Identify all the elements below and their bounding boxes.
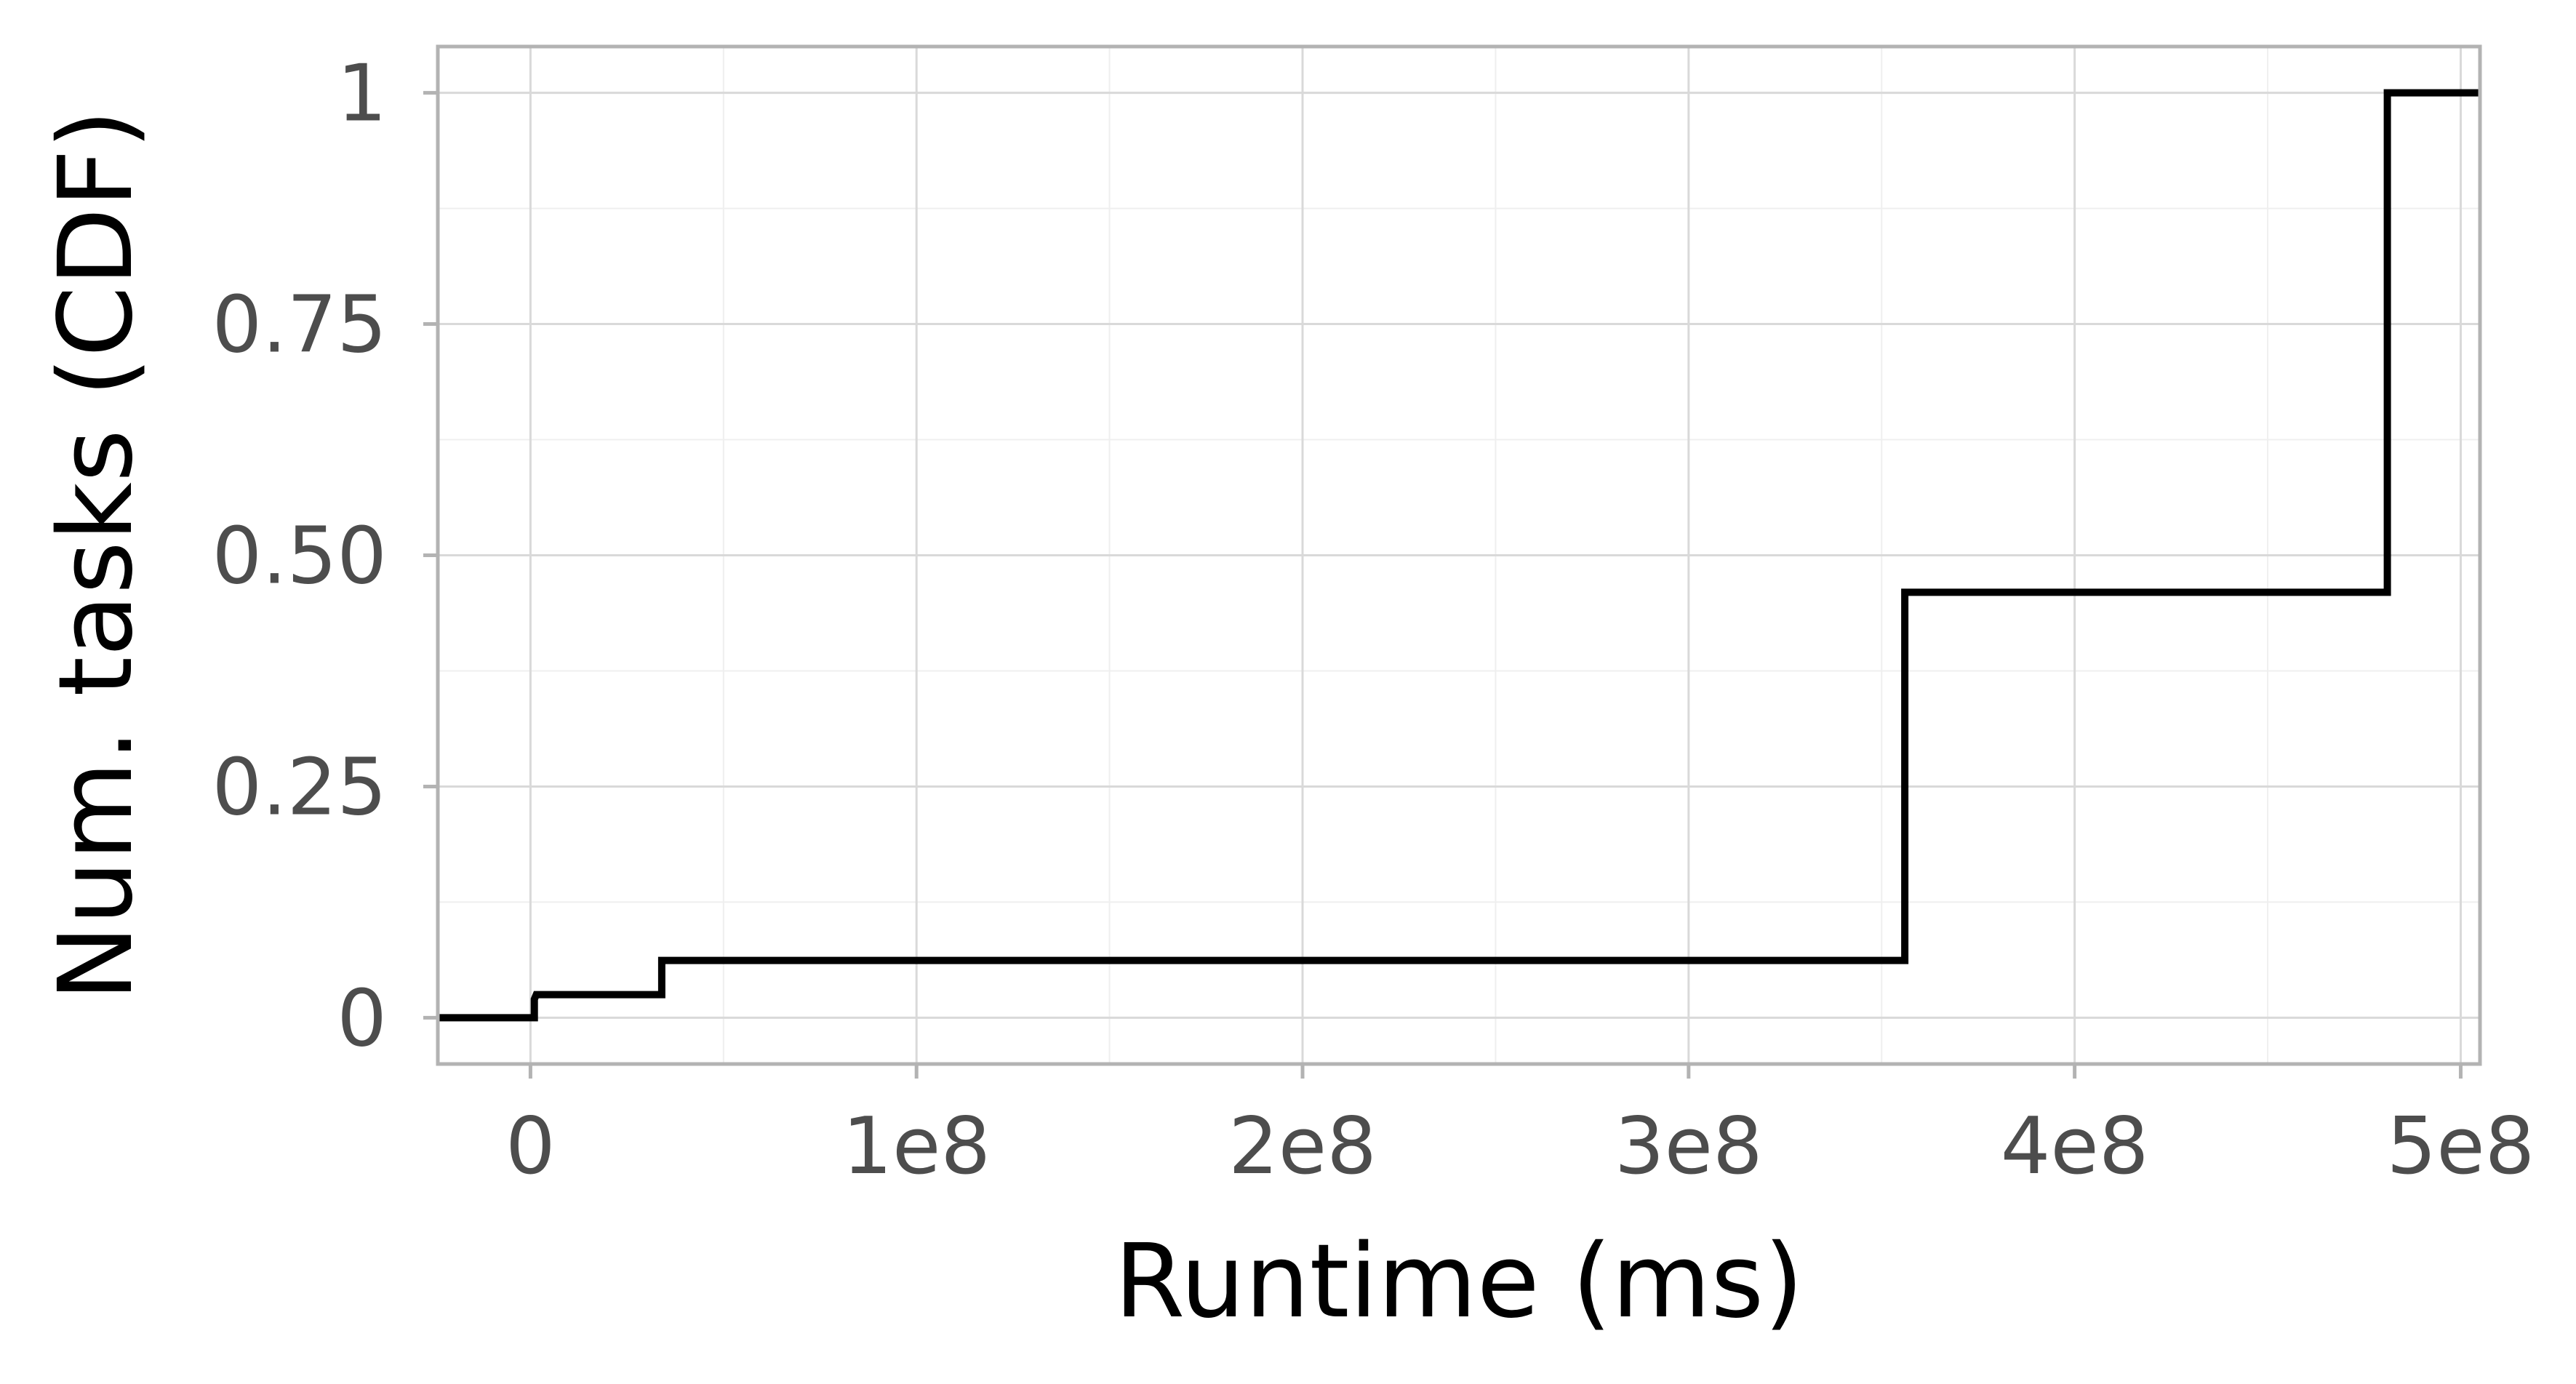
x-tick-label: 1e8 (842, 1101, 991, 1192)
y-tick-label: 0.50 (212, 511, 387, 602)
x-tick-label: 3e8 (1615, 1101, 1763, 1192)
y-axis-ticks: 0 0.25 0.50 0.75 1 (212, 49, 438, 1064)
x-axis-ticks: 0 1e8 2e8 3e8 4e8 5e8 (505, 1064, 2535, 1192)
y-tick-label: 0.75 (212, 280, 387, 371)
x-tick-label: 5e8 (2387, 1101, 2535, 1192)
y-axis-title: Num. tasks (CDF) (37, 109, 156, 1001)
series-layer (438, 89, 2480, 1022)
cdf-series-line (438, 89, 2480, 1022)
x-tick-label: 2e8 (1228, 1101, 1377, 1192)
y-tick-label: 1 (337, 49, 387, 140)
y-tick-label: 0.25 (212, 742, 387, 833)
major-grid (438, 47, 2480, 1064)
x-tick-label: 0 (505, 1101, 556, 1192)
x-tick-label: 4e8 (2001, 1101, 2149, 1192)
y-tick-label: 0 (337, 973, 387, 1064)
x-axis-title: Runtime (ms) (1114, 1223, 1804, 1341)
